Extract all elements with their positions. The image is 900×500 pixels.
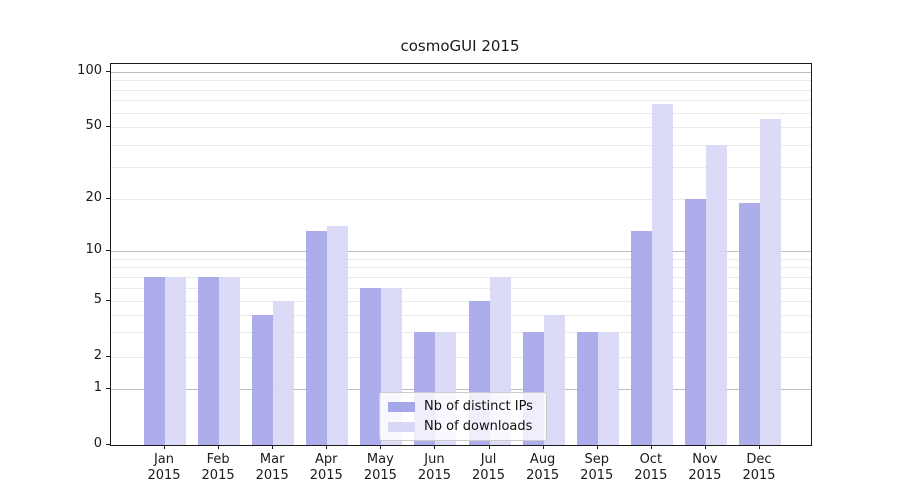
x-tick-mark-mar <box>272 445 274 449</box>
gridline-20 <box>111 199 811 200</box>
bar-nb-of-distinct-ips-may <box>360 287 382 445</box>
gridline-6 <box>111 287 811 289</box>
chart-title: cosmoGUI 2015 <box>400 37 520 55</box>
bar-nb-of-distinct-ips-dec <box>739 202 760 445</box>
gridline-80 <box>111 89 811 91</box>
y-tick-mark-1 <box>106 388 110 389</box>
legend: Nb of distinct IPs Nb of downloads <box>379 392 547 441</box>
y-tick-mark-50 <box>106 126 110 127</box>
bar-nb-of-distinct-ips-feb <box>198 276 220 445</box>
bar-nb-of-distinct-ips-jan <box>144 276 165 445</box>
gridline-9 <box>111 258 811 260</box>
y-tick-mark-10 <box>106 250 110 251</box>
bar-nb-of-downloads-sep <box>597 332 619 445</box>
y-tick-label-50: 50 <box>85 118 102 133</box>
x-tick-label-mar: Mar 2015 <box>255 452 289 483</box>
x-tick-mark-jun <box>434 445 436 449</box>
x-tick-mark-nov <box>704 445 706 449</box>
x-tick-label-jul: Jul 2015 <box>471 452 506 483</box>
bar-nb-of-downloads-dec <box>760 119 781 445</box>
bar-nb-of-distinct-ips-apr <box>306 231 328 445</box>
bar-nb-of-distinct-ips-nov <box>684 199 706 445</box>
x-tick-mark-oct <box>650 445 652 449</box>
y-tick-label-1: 1 <box>93 380 102 395</box>
y-tick-label-10: 10 <box>85 242 102 257</box>
bar-nb-of-downloads-aug <box>543 314 565 445</box>
x-tick-mark-may <box>380 445 382 449</box>
x-tick-label-nov: Nov 2015 <box>688 452 722 483</box>
x-tick-mark-apr <box>326 445 328 449</box>
y-tick-label-0: 0 <box>93 436 102 451</box>
x-tick-mark-dec <box>759 445 760 449</box>
gridline-1 <box>111 389 811 390</box>
legend-item-downloads: Nb of downloads <box>388 418 538 435</box>
bar-nb-of-downloads-jan <box>165 276 186 445</box>
y-tick-label-5: 5 <box>93 292 102 307</box>
gridline-7 <box>111 276 811 278</box>
x-tick-label-apr: Apr 2015 <box>309 452 343 483</box>
gridline-30 <box>111 167 811 169</box>
gridline-10 <box>111 251 811 252</box>
x-tick-mark-jul <box>488 445 490 449</box>
x-tick-label-jun: Jun 2015 <box>417 452 451 483</box>
plot-area: Nb of distinct IPs Nb of downloads <box>110 63 812 446</box>
gridline-90 <box>111 80 811 82</box>
y-tick-mark-5 <box>106 300 110 301</box>
gridline-40 <box>111 144 811 146</box>
y-tick-mark-20 <box>106 198 110 199</box>
legend-swatch-downloads <box>388 421 415 432</box>
gridline-2 <box>111 357 811 358</box>
x-tick-mark-jan <box>164 445 165 449</box>
x-tick-label-sep: Sep 2015 <box>580 452 614 483</box>
bar-nb-of-downloads-mar <box>273 301 295 445</box>
y-tick-mark-2 <box>106 356 110 357</box>
gridline-4 <box>111 314 811 316</box>
y-tick-mark-100 <box>106 71 110 72</box>
gridline-60 <box>111 112 811 114</box>
x-tick-label-dec: Dec 2015 <box>742 452 776 483</box>
legend-swatch-distinct-ips <box>388 401 415 412</box>
x-tick-mark-feb <box>218 445 220 449</box>
x-tick-label-jan: Jan 2015 <box>147 452 181 483</box>
legend-label-downloads: Nb of downloads <box>424 419 533 434</box>
x-tick-mark-sep <box>596 445 598 449</box>
bar-nb-of-downloads-oct <box>651 103 673 445</box>
y-tick-label-100: 100 <box>77 63 102 78</box>
bar-nb-of-downloads-apr <box>327 225 349 445</box>
y-tick-label-2: 2 <box>93 348 102 363</box>
x-tick-label-aug: Aug 2015 <box>526 452 560 483</box>
x-tick-label-oct: Oct 2015 <box>634 452 668 483</box>
bar-nb-of-downloads-feb <box>219 276 241 445</box>
gridline-8 <box>111 267 811 269</box>
gridline-5 <box>111 301 811 302</box>
bar-nb-of-downloads-nov <box>705 144 727 445</box>
bar-nb-of-distinct-ips-oct <box>630 231 652 445</box>
gridline-50 <box>111 127 811 128</box>
x-tick-label-may: May 2015 <box>363 452 397 483</box>
bar-nb-of-distinct-ips-sep <box>576 332 598 445</box>
bar-nb-of-distinct-ips-mar <box>252 314 274 445</box>
gridline-70 <box>111 100 811 102</box>
y-tick-mark-0 <box>106 444 110 445</box>
x-tick-mark-aug <box>542 445 544 449</box>
gridline-3 <box>111 332 811 334</box>
x-tick-label-feb: Feb 2015 <box>201 452 235 483</box>
y-tick-label-20: 20 <box>85 190 102 205</box>
legend-item-distinct-ips: Nb of distinct IPs <box>388 398 538 415</box>
gridline-100 <box>111 72 811 73</box>
legend-label-distinct-ips: Nb of distinct IPs <box>424 399 533 414</box>
